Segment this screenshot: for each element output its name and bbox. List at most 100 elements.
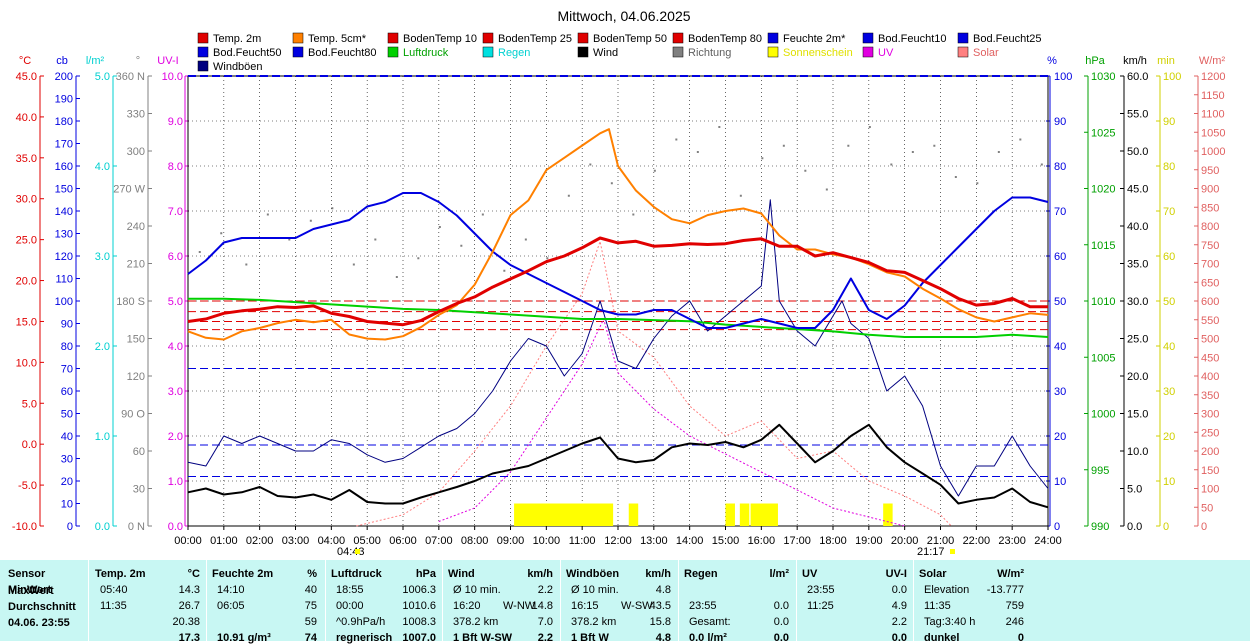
- direction-point: [610, 182, 613, 185]
- axis-tick-label-press: 1005: [1091, 352, 1115, 364]
- stats-cell: 43.5: [649, 600, 671, 612]
- direction-point: [460, 244, 463, 247]
- axis-tick-label-temp: 30.0: [16, 194, 37, 206]
- stats-separator: [796, 560, 797, 641]
- legend-label: BodenTemp 10: [403, 33, 477, 45]
- sunrise-marker: [355, 549, 360, 554]
- legend-label: Wind: [593, 47, 618, 59]
- legend-label: Bod.Feucht80: [308, 47, 377, 59]
- legend-swatch: [957, 46, 969, 58]
- axis-tick-label-hum: 70: [1054, 206, 1066, 218]
- direction-point: [481, 213, 484, 216]
- axis-tick-label-cb: 70: [61, 364, 73, 376]
- axis-tick-label-cb: 200: [55, 71, 73, 83]
- x-tick-label: 10:00: [533, 535, 561, 547]
- axis-unit-rain: l/m²: [86, 55, 105, 67]
- legend-swatch: [292, 46, 304, 58]
- direction-point: [309, 219, 312, 222]
- x-tick-label: 09:00: [497, 535, 525, 547]
- axis-tick-label-press: 1020: [1091, 184, 1115, 196]
- axis-tick-label-solar: 200: [1201, 446, 1219, 458]
- direction-point: [266, 213, 269, 216]
- left-axes: 45.0 40.0 35.0 30.0 25.0 20.0 15.0 10.0 5.0 0.0 -5…: [12, 71, 189, 533]
- axis-tick-label-dir: 120: [127, 371, 145, 383]
- legend-label: Sonnenschein: [783, 47, 853, 59]
- stats-cell: MinWert: [8, 584, 52, 596]
- x-tick-label: 00:00: [174, 535, 202, 547]
- weather-chart: Mittwoch, 04.06.2025 Temp. 2m Temp. 5cm* B…: [12, 8, 1226, 558]
- axis-tick-label-uv: 2.0: [168, 431, 183, 443]
- axis-tick-label-wind: 5.0: [1127, 484, 1142, 496]
- x-tick-label: 19:00: [855, 535, 883, 547]
- axis-tick-label-cb: 180: [55, 116, 73, 128]
- legend-swatch: [197, 46, 209, 58]
- sunshine-bar: [628, 503, 639, 526]
- axis-unit-hum: %: [1047, 55, 1057, 67]
- axis-unit-min: min: [1157, 55, 1175, 67]
- sunshine-bar: [725, 503, 735, 526]
- stats-cell: 23:55: [807, 584, 835, 596]
- axis-tick-label-press: 1010: [1091, 296, 1115, 308]
- direction-point: [976, 182, 979, 185]
- x-tick-label: 08:00: [461, 535, 489, 547]
- stats-cell: ^0.9hPa/h: [336, 616, 386, 628]
- direction-point: [933, 144, 936, 147]
- axis-tick-label-temp: 35.0: [16, 153, 37, 165]
- axis-tick-label-solar: 950: [1201, 165, 1219, 177]
- legend-swatch: [482, 46, 494, 58]
- axis-tick-label-dir: 180 S: [116, 296, 145, 308]
- direction-point: [1040, 163, 1043, 166]
- axis-tick-label-dir: 150: [127, 334, 145, 346]
- direction-point: [589, 163, 592, 166]
- axis-tick-label-rain: 4.0: [95, 161, 110, 173]
- axis-tick-label-rain: 0.0: [95, 521, 110, 533]
- sunshine-bar: [603, 503, 614, 526]
- stats-table: Sensor MaxWert Durchschnitt 04.06. 23:55 Min…: [0, 560, 1250, 644]
- sunshine-bar: [883, 503, 893, 526]
- axis-tick-label-solar: 600: [1201, 296, 1219, 308]
- axis-tick-label-cb: 120: [55, 251, 73, 263]
- axis-tick-label-solar: 250: [1201, 427, 1219, 439]
- direction-point: [417, 257, 420, 260]
- x-tick-label: 02:00: [246, 535, 274, 547]
- stats-cell: °C: [187, 568, 200, 580]
- sunshine-bar: [549, 503, 560, 526]
- stats-cell: 378.2 km: [571, 616, 617, 628]
- axis-tick-label-cb: 110: [55, 274, 73, 286]
- axis-tick-label-solar: 0: [1201, 521, 1207, 533]
- axis-tick-label-wind: 45.0: [1127, 184, 1148, 196]
- axis-tick-label-cb: 30: [61, 454, 73, 466]
- stats-cell: Ø 10 min.: [571, 584, 619, 596]
- axis-tick-label-temp: 0.0: [22, 439, 37, 451]
- stats-cell: 16:20: [453, 600, 481, 612]
- axis-tick-label-temp: 45.0: [16, 71, 37, 83]
- direction-point: [761, 157, 764, 160]
- stats-cell: Temp. 2m: [95, 568, 146, 580]
- axis-tick-label-uv: 8.0: [168, 161, 183, 173]
- stats-cell: 4.9: [891, 600, 907, 612]
- axis-tick-label-cb: 50: [61, 409, 73, 421]
- stats-cell: 18:55: [336, 584, 364, 596]
- axis-tick-label-uv: 6.0: [168, 251, 183, 263]
- axis-unit-dir: °: [136, 55, 140, 67]
- axis-tick-label-press: 1015: [1091, 240, 1115, 252]
- stats-cell: 17.3: [178, 632, 200, 644]
- stats-cell: 23:55: [689, 600, 717, 612]
- legend-swatch: [387, 32, 399, 44]
- axis-tick-label-temp: 15.0: [16, 316, 37, 328]
- axis-tick-label-solar: 500: [1201, 334, 1219, 346]
- sunshine-bar: [514, 503, 524, 526]
- sunshine-bar: [750, 503, 761, 526]
- axis-tick-label-min: 30: [1163, 386, 1175, 398]
- axis-tick-label-dir: 30: [133, 484, 145, 496]
- axis-tick-label-solar: 1050: [1201, 127, 1225, 139]
- legend-label: Temp. 5cm*: [308, 33, 367, 45]
- legend-label: Richtung: [688, 47, 731, 59]
- legend-label: Regen: [498, 47, 530, 59]
- axis-tick-label-hum: 0: [1054, 521, 1060, 533]
- direction-point: [567, 194, 570, 197]
- stats-cell: MaxWert: [8, 585, 54, 597]
- right-axes: 1009080706050403020100103010251020101510…: [1046, 71, 1225, 533]
- stats-cell: Solar: [919, 568, 947, 580]
- legend-swatch: [862, 32, 874, 44]
